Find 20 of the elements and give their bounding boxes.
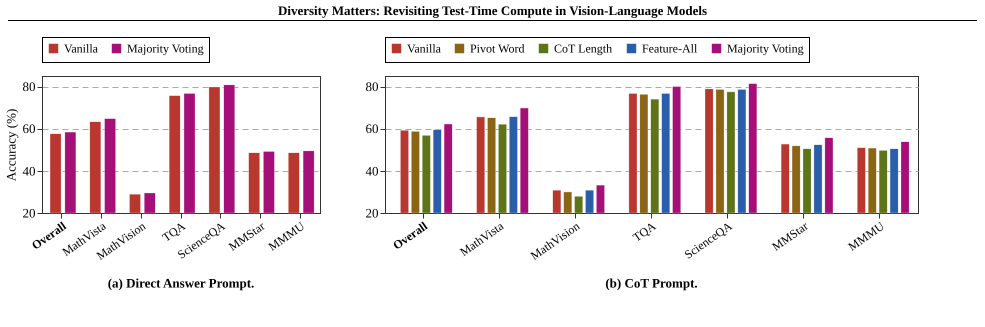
- text: Diversity Matters: Revisiting Test-Time Compute in Vision-Language Models: [8, 0, 977, 21]
- y-tick-label: 60: [366, 121, 378, 136]
- x-tick-label: TQA: [630, 218, 659, 244]
- legend-label: Majority Voting: [727, 42, 804, 56]
- y-tick-label: 20: [366, 206, 378, 220]
- text: (a) Direct Answer Prompt.: [108, 275, 254, 290]
- y-tick-label: 40: [366, 163, 378, 178]
- y-tick-label: 20: [22, 206, 36, 220]
- text: (b) CoT Prompt.: [605, 275, 698, 290]
- y-tick-label: 80: [366, 79, 378, 94]
- y-tick-label: 60: [22, 121, 36, 136]
- legend-label: Feature-All: [642, 42, 698, 56]
- legend-label: Vanilla: [64, 42, 99, 56]
- y-tick-label: 80: [22, 79, 36, 94]
- legend-label: Majority Voting: [127, 42, 204, 56]
- legend-label: Pivot Word: [470, 42, 524, 56]
- y-tick-label: 40: [22, 163, 36, 178]
- y-axis-title: Accuracy (%): [4, 108, 18, 182]
- legend-label: Vanilla: [407, 42, 442, 56]
- legend-label: CoT Length: [554, 42, 612, 56]
